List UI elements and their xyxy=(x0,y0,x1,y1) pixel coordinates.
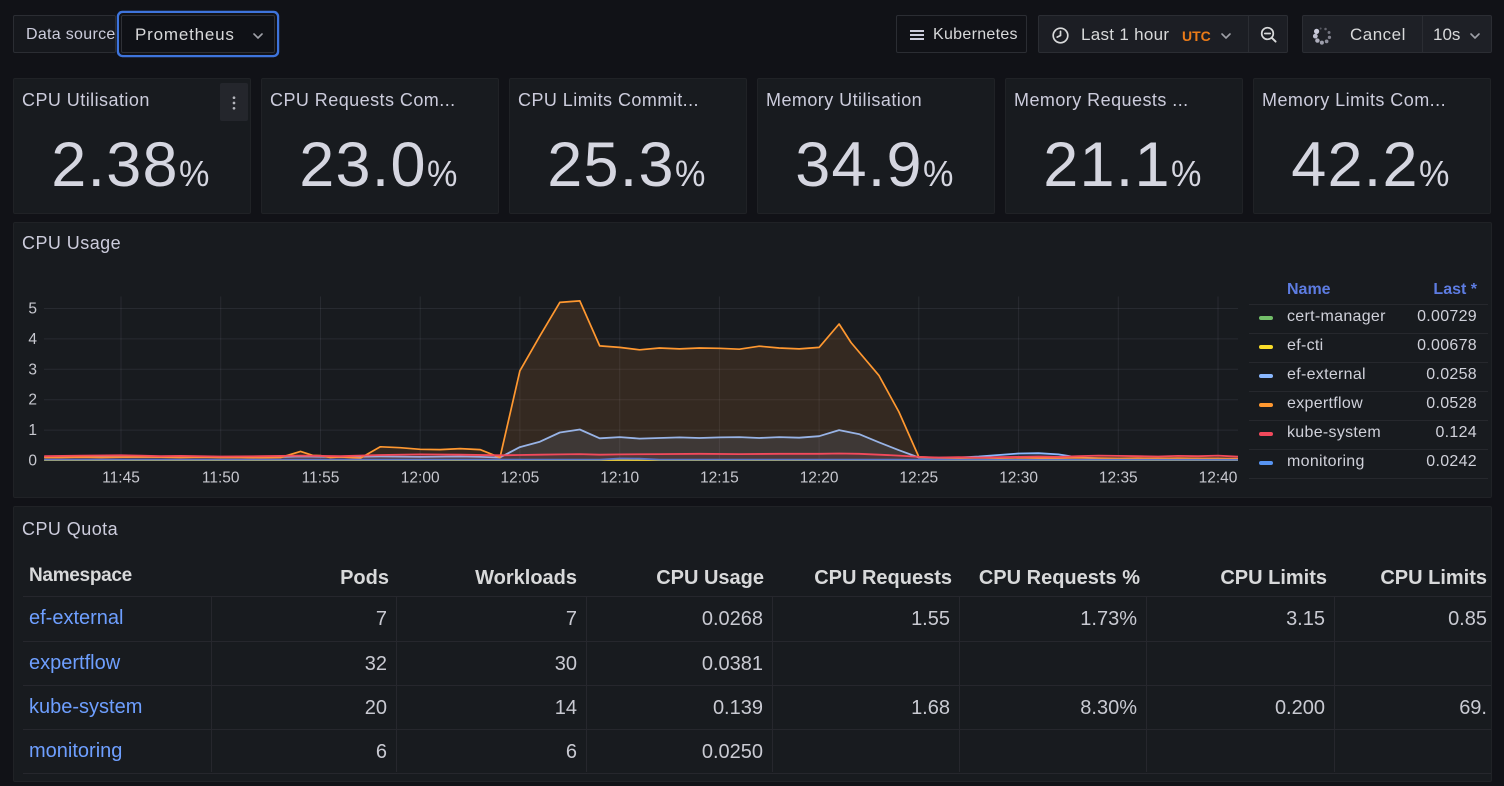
svg-text:12:10: 12:10 xyxy=(600,470,639,487)
svg-text:0: 0 xyxy=(28,453,37,470)
svg-text:12:15: 12:15 xyxy=(700,470,739,487)
svg-text:1: 1 xyxy=(28,422,37,439)
svg-text:12:40: 12:40 xyxy=(1199,470,1238,487)
svg-text:12:30: 12:30 xyxy=(999,470,1038,487)
svg-text:5: 5 xyxy=(28,301,37,318)
svg-text:4: 4 xyxy=(28,331,37,348)
svg-text:12:20: 12:20 xyxy=(800,470,839,487)
svg-text:3: 3 xyxy=(28,361,37,378)
svg-text:12:00: 12:00 xyxy=(401,470,440,487)
svg-text:11:50: 11:50 xyxy=(202,470,240,487)
svg-text:2: 2 xyxy=(28,392,37,409)
svg-text:12:05: 12:05 xyxy=(501,470,540,487)
svg-text:12:25: 12:25 xyxy=(899,470,938,487)
svg-text:12:35: 12:35 xyxy=(1099,470,1138,487)
svg-text:11:55: 11:55 xyxy=(302,470,340,487)
svg-text:11:45: 11:45 xyxy=(102,470,140,487)
